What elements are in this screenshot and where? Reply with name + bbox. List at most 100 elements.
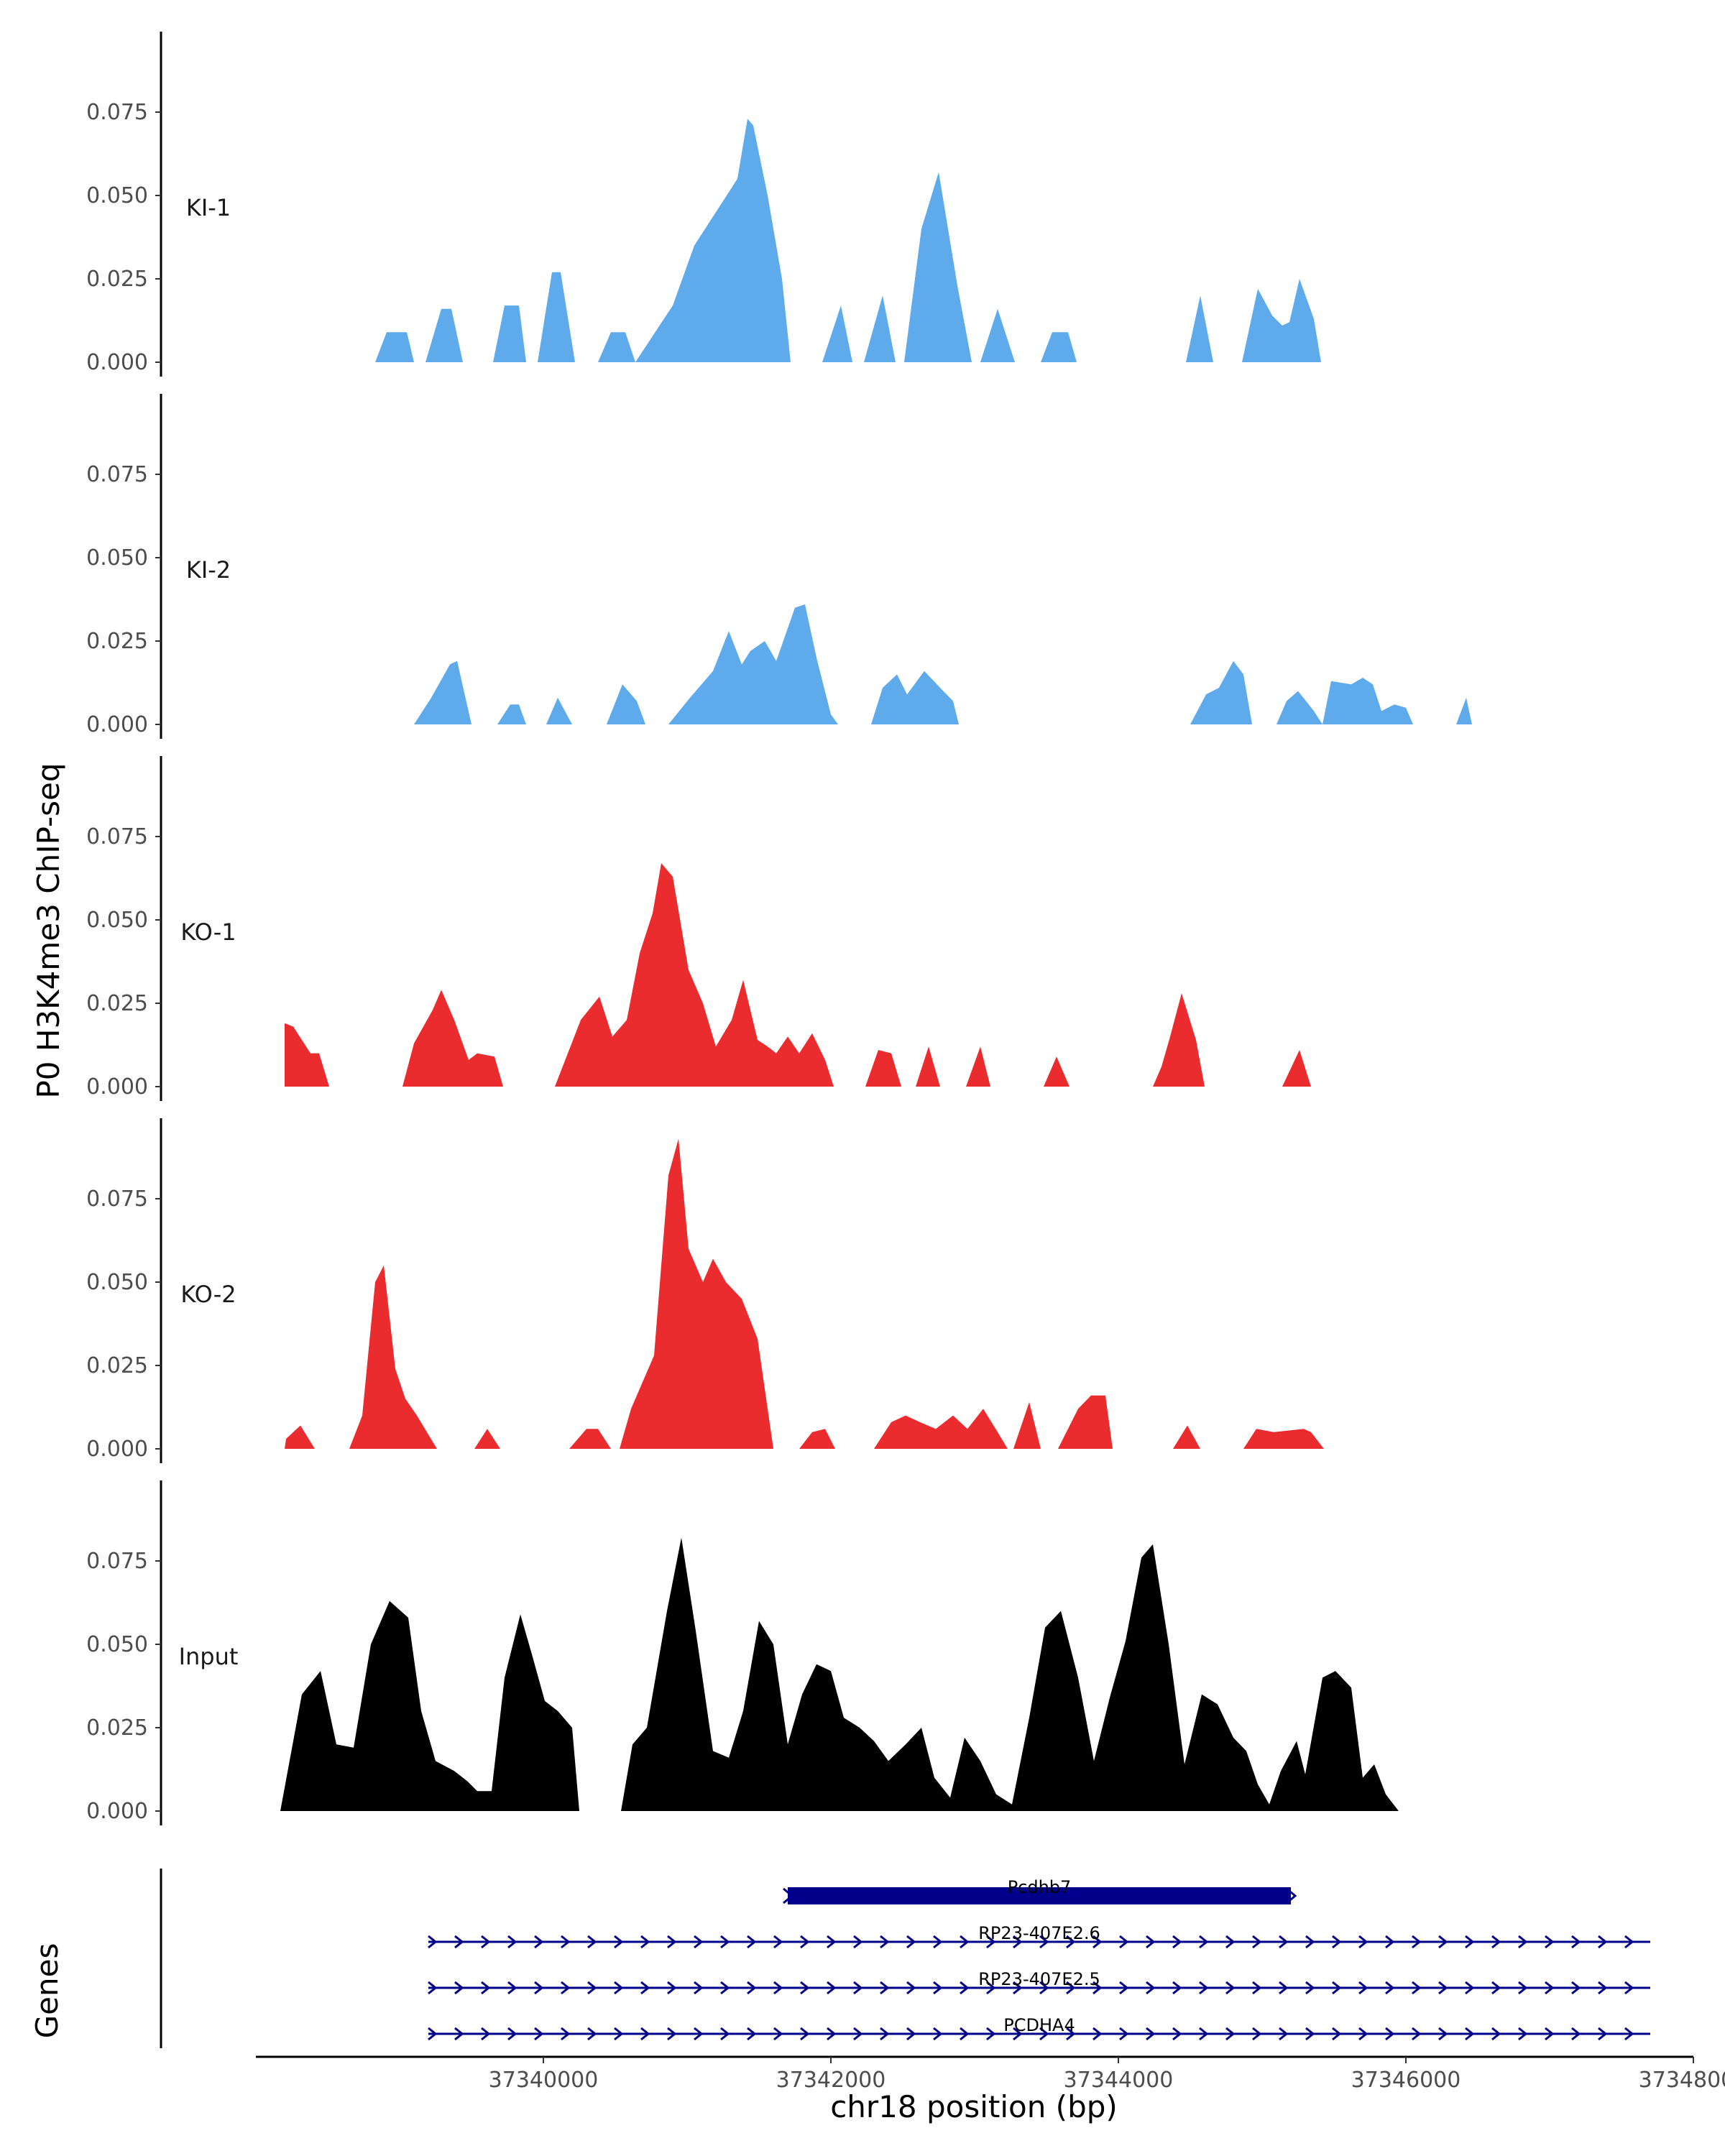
gene-strand-arrow bbox=[1225, 1981, 1236, 1995]
gene-strand-arrow bbox=[1571, 2027, 1581, 2041]
y-tick-label: 0.000 bbox=[86, 350, 148, 375]
gene-PCDHA4: PCDHA4 bbox=[428, 2015, 1650, 2041]
gene-strand-arrow bbox=[1066, 2027, 1076, 2041]
gene-strand-arrow bbox=[906, 1981, 916, 1995]
gene-strand-arrow bbox=[1066, 1981, 1076, 1995]
gene-strand-arrow bbox=[800, 2027, 810, 2041]
gene-strand-arrow bbox=[667, 2027, 677, 2041]
gene-strand-arrow bbox=[481, 1981, 491, 1995]
gene-strand-arrow bbox=[1013, 1935, 1023, 1949]
gene-strand-arrow bbox=[747, 1935, 757, 1949]
gene-strand-arrow bbox=[614, 1981, 624, 1995]
gene-body bbox=[788, 1887, 1291, 1904]
gene-strand-arrow bbox=[561, 2027, 571, 2041]
tracks-layer: 0.000 0.025 0.050 0.075 KI-1 0.000 0.025 0.050 0… bbox=[86, 32, 1472, 1825]
gene-strand-arrow bbox=[640, 1981, 650, 1995]
gene-strand-arrow bbox=[454, 1935, 464, 1949]
gene-strand-arrow bbox=[1305, 2027, 1315, 2041]
gene-strand-arrow bbox=[428, 2027, 438, 2041]
gene-strand-arrow bbox=[428, 1981, 438, 1995]
track-KO-1: 0.000 0.025 0.050 0.075 KO-1 bbox=[86, 756, 1311, 1101]
gene-strand-arrow bbox=[1039, 2027, 1049, 2041]
gene-strand-arrow bbox=[1385, 1981, 1395, 1995]
gene-strand-arrow bbox=[1438, 1981, 1448, 1995]
gene-RP23-407E2.6: RP23-407E2.6 bbox=[428, 1923, 1650, 1949]
gene-strand-arrow bbox=[1305, 1981, 1315, 1995]
y-tick-label: 0.075 bbox=[86, 462, 148, 487]
gene-Pcdhb7: Pcdhb7 bbox=[783, 1877, 1297, 1904]
gene-strand-arrow bbox=[1465, 1981, 1475, 1995]
gene-strand-arrow bbox=[640, 2027, 650, 2041]
gene-strand-arrow bbox=[507, 1981, 518, 1995]
gene-strand-arrow bbox=[1172, 2027, 1182, 2041]
gene-strand-arrow bbox=[827, 2027, 837, 2041]
gene-strand-arrow bbox=[1279, 2027, 1289, 2041]
genes-layer: Pcdhb7 RP23-407E2.6 RP23-407E2.5 PCDHA4 bbox=[160, 1869, 1650, 2048]
gene-strand-arrow bbox=[614, 1935, 624, 1949]
gene-strand-arrow bbox=[507, 1935, 518, 1949]
track-label: KO-1 bbox=[180, 918, 236, 946]
gene-strand-arrow bbox=[1571, 1935, 1581, 1949]
gene-strand-arrow bbox=[1119, 2027, 1129, 2041]
gene-strand-arrow bbox=[454, 2027, 464, 2041]
gene-strand-arrow bbox=[1146, 1935, 1156, 1949]
gene-strand-arrow bbox=[1199, 1981, 1209, 1995]
x-tick-label: 37348000 bbox=[1639, 2068, 1725, 2093]
y-tick-label: 0.000 bbox=[86, 1799, 148, 1824]
track-label: KI-1 bbox=[186, 194, 231, 221]
track-KI-1: 0.000 0.025 0.050 0.075 KI-1 bbox=[86, 32, 1321, 377]
gene-strand-arrow bbox=[1279, 1935, 1289, 1949]
gene-strand-arrow bbox=[1146, 2027, 1156, 2041]
gene-strand-arrow bbox=[481, 1935, 491, 1949]
gene-strand-arrow bbox=[587, 1981, 597, 1995]
signal-area bbox=[285, 863, 1311, 1087]
gene-strand-arrow bbox=[747, 2027, 757, 2041]
gene-strand-arrow bbox=[428, 1935, 438, 1949]
gene-strand-arrow bbox=[720, 1981, 730, 1995]
gene-strand-arrow bbox=[747, 1981, 757, 1995]
y-axis-title: P0 H3K4me3 ChIP-seq bbox=[31, 763, 66, 1098]
gene-strand-arrow bbox=[1598, 1935, 1608, 1949]
signal-area bbox=[280, 1537, 1399, 1811]
gene-strand-arrow bbox=[1092, 1935, 1103, 1949]
y-tick-label: 0.075 bbox=[86, 824, 148, 849]
y-tick-label: 0.025 bbox=[86, 991, 148, 1016]
gene-strand-arrow bbox=[960, 1981, 970, 1995]
gene-strand-arrow bbox=[853, 1935, 863, 1949]
gene-strand-arrow bbox=[534, 2027, 544, 2041]
gene-strand-arrow bbox=[1624, 2027, 1634, 2041]
y-tick-label: 0.050 bbox=[86, 1270, 148, 1295]
gene-strand-arrow bbox=[1518, 1935, 1528, 1949]
y-tick-label: 0.050 bbox=[86, 908, 148, 933]
gene-strand-arrow bbox=[933, 2027, 943, 2041]
gene-strand-arrow bbox=[1358, 1981, 1368, 1995]
gene-strand-arrow bbox=[1412, 1935, 1422, 1949]
y-tick-label: 0.025 bbox=[86, 267, 148, 292]
y-tick-label: 0.050 bbox=[86, 183, 148, 208]
y-tick-label: 0.000 bbox=[86, 1437, 148, 1462]
gene-strand-arrow bbox=[1545, 1981, 1555, 1995]
gene-strand-arrow bbox=[880, 1935, 890, 1949]
gene-strand-arrow bbox=[481, 2027, 491, 2041]
gene-strand-arrow bbox=[933, 1981, 943, 1995]
gene-strand-arrow bbox=[614, 2027, 624, 2041]
gene-strand-arrow bbox=[827, 1981, 837, 1995]
signal-area bbox=[285, 1138, 1324, 1449]
gene-strand-arrow bbox=[1279, 1981, 1289, 1995]
x-axis-title: chr18 position (bp) bbox=[830, 2089, 1118, 2124]
gene-strand-arrow bbox=[1225, 1935, 1236, 1949]
gene-strand-arrow bbox=[853, 2027, 863, 2041]
gene-strand-arrow bbox=[1412, 2027, 1422, 2041]
x-tick-label: 37342000 bbox=[776, 2068, 886, 2093]
gene-strand-arrow bbox=[694, 1981, 704, 1995]
gene-strand-arrow bbox=[534, 1981, 544, 1995]
gene-strand-arrow bbox=[1039, 1935, 1049, 1949]
gene-strand-arrow bbox=[800, 1981, 810, 1995]
x-tick-label: 37346000 bbox=[1351, 2068, 1461, 2093]
track-KO-2: 0.000 0.025 0.050 0.075 KO-2 bbox=[86, 1118, 1324, 1463]
signal-area bbox=[375, 119, 1321, 363]
y-tick-label: 0.025 bbox=[86, 1353, 148, 1378]
gene-strand-arrow bbox=[853, 1981, 863, 1995]
gene-strand-arrow bbox=[694, 2027, 704, 2041]
